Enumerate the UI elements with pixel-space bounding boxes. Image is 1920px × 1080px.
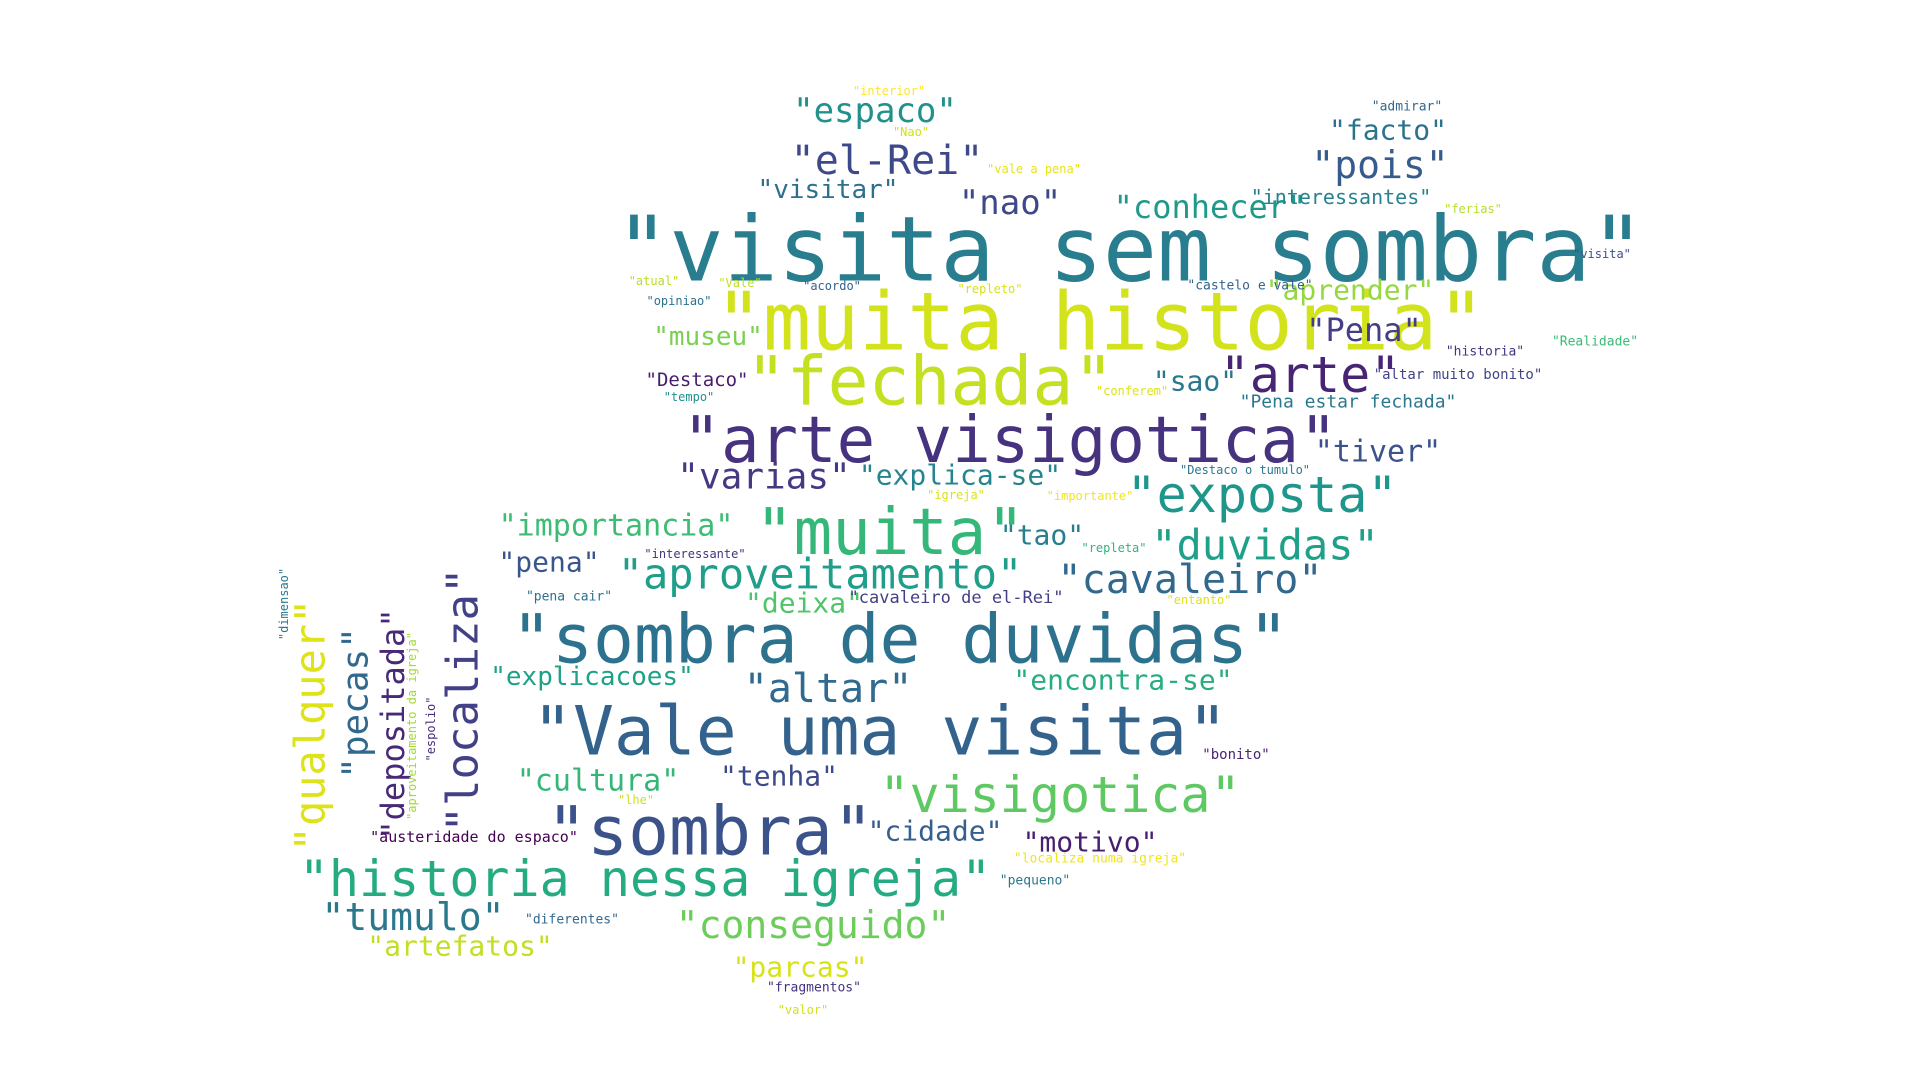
cloud-word: "aprender" <box>1266 274 1435 307</box>
cloud-word: "sao" <box>1153 365 1237 398</box>
cloud-word: "entanto" <box>1166 593 1231 607</box>
cloud-word: "visita sem sombra" <box>615 198 1645 303</box>
cloud-word: "cultura" <box>517 764 680 799</box>
cloud-word: "conseguido" <box>676 903 951 947</box>
cloud-word: "visitar" <box>758 175 899 205</box>
cloud-word: "tumulo" <box>321 895 504 939</box>
cloud-word: "espolio" <box>424 696 438 761</box>
cloud-word: "pena cair" <box>526 590 612 605</box>
cloud-word: "pequeno" <box>1000 874 1070 889</box>
cloud-word: "aproveitamento da igreja" <box>405 632 419 820</box>
word-group: "visita sem sombra""muita historia""fech… <box>277 84 1645 1017</box>
cloud-word: "tiver" <box>1315 435 1441 470</box>
cloud-word: "localiza numa igreja" <box>1014 852 1186 867</box>
cloud-word: "cidade" <box>868 815 1003 848</box>
cloud-word: "Destaco o tumulo" <box>1180 463 1310 477</box>
cloud-word: "explicacoes" <box>490 662 694 692</box>
cloud-word: "conferem" <box>1096 384 1168 398</box>
cloud-word: "Realidade" <box>1552 335 1638 350</box>
cloud-word: "pois" <box>1311 143 1448 187</box>
cloud-word: "artefatos" <box>367 930 552 963</box>
cloud-word: "Vale uma visita" <box>532 693 1228 772</box>
cloud-word: "tao" <box>1000 519 1084 552</box>
cloud-word: "opiniao" <box>646 294 711 308</box>
cloud-word: "dimensao" <box>277 568 291 640</box>
cloud-word: "exposta" <box>1127 466 1398 524</box>
cloud-word: "castelo e vale" <box>1187 279 1312 294</box>
cloud-word: "bonito" <box>1202 747 1269 763</box>
cloud-word: "austeridade do espaco" <box>370 828 578 846</box>
cloud-word: "muita" <box>755 496 1025 570</box>
cloud-word: "visita" <box>1573 247 1631 261</box>
cloud-word: "localiza" <box>438 568 489 833</box>
cloud-word: "el-Rei" <box>791 138 984 184</box>
cloud-word: "varias" <box>677 457 850 498</box>
cloud-word: "fechada" <box>746 343 1114 422</box>
cloud-word: "sombra de duvidas" <box>511 601 1289 680</box>
cloud-word: "explica-se" <box>859 459 1061 492</box>
cloud-word: "altar muito bonito" <box>1374 367 1543 383</box>
cloud-word: "duvidas" <box>1151 521 1379 570</box>
cloud-word: "Nao" <box>893 125 929 139</box>
cloud-word: "igreja" <box>927 488 985 502</box>
cloud-word: "pecas" <box>336 627 377 779</box>
cloud-word: "tempo" <box>664 390 715 404</box>
cloud-word: "arte visigotica" <box>682 404 1337 478</box>
cloud-word: "atual" <box>629 274 680 288</box>
cloud-word: "lhe" <box>618 793 654 807</box>
cloud-word: "museu" <box>653 322 763 352</box>
cloud-word: "repleta" <box>1081 541 1146 555</box>
cloud-word: "diferentes" <box>525 913 619 928</box>
cloud-word: "importante" <box>1047 489 1134 503</box>
cloud-word: "importancia" <box>499 509 734 544</box>
cloud-word: "conhecer" <box>1114 188 1307 226</box>
cloud-word: "altar" <box>744 666 913 712</box>
cloud-word: "Vale" <box>718 276 761 290</box>
cloud-word: "admirar" <box>1372 100 1442 115</box>
cloud-word: "interessantes" <box>1251 185 1432 209</box>
cloud-word: "Pena" <box>1306 311 1422 349</box>
cloud-word: "historia nessa igreja" <box>299 850 991 908</box>
cloud-word: "ferias" <box>1444 202 1502 216</box>
cloud-word: "sombra" <box>546 793 874 872</box>
cloud-word: "fragmentos" <box>767 981 861 996</box>
cloud-word: "motivo" <box>1023 826 1158 859</box>
cloud-word: "qualquer" <box>286 599 335 852</box>
cloud-word: "aproveitamento" <box>618 550 1023 599</box>
cloud-word: "vale a pena" <box>987 162 1081 176</box>
cloud-word: "facto" <box>1329 114 1447 147</box>
cloud-word: "interessante" <box>644 547 745 561</box>
cloud-word: "cavaleiro" <box>1058 557 1323 603</box>
cloud-word: "acordo" <box>803 279 861 293</box>
cloud-word: "Pena estar fechada" <box>1240 392 1457 413</box>
cloud-word: "historia" <box>1446 345 1524 360</box>
cloud-word: "nao" <box>959 183 1061 223</box>
cloud-word: "repleto" <box>957 282 1022 296</box>
cloud-word: "parcas" <box>733 951 868 984</box>
cloud-word: "arte" <box>1220 346 1401 404</box>
cloud-word: "interior" <box>853 84 925 98</box>
cloud-word: "espaco" <box>793 91 957 131</box>
cloud-word: "pena" <box>498 546 599 579</box>
cloud-word: "cavaleiro de el-Rei" <box>849 588 1064 608</box>
cloud-word: "visigotica" <box>879 766 1240 824</box>
cloud-word: "encontra-se" <box>1013 664 1232 697</box>
cloud-word: "muita historia" <box>715 276 1486 369</box>
cloud-word: "valor" <box>778 1003 829 1017</box>
cloud-word: "Destaco" <box>646 369 749 391</box>
cloud-word: "deixa" <box>745 587 863 620</box>
cloud-word: "tenha" <box>720 760 838 793</box>
cloud-word: "depositada" <box>374 608 412 839</box>
